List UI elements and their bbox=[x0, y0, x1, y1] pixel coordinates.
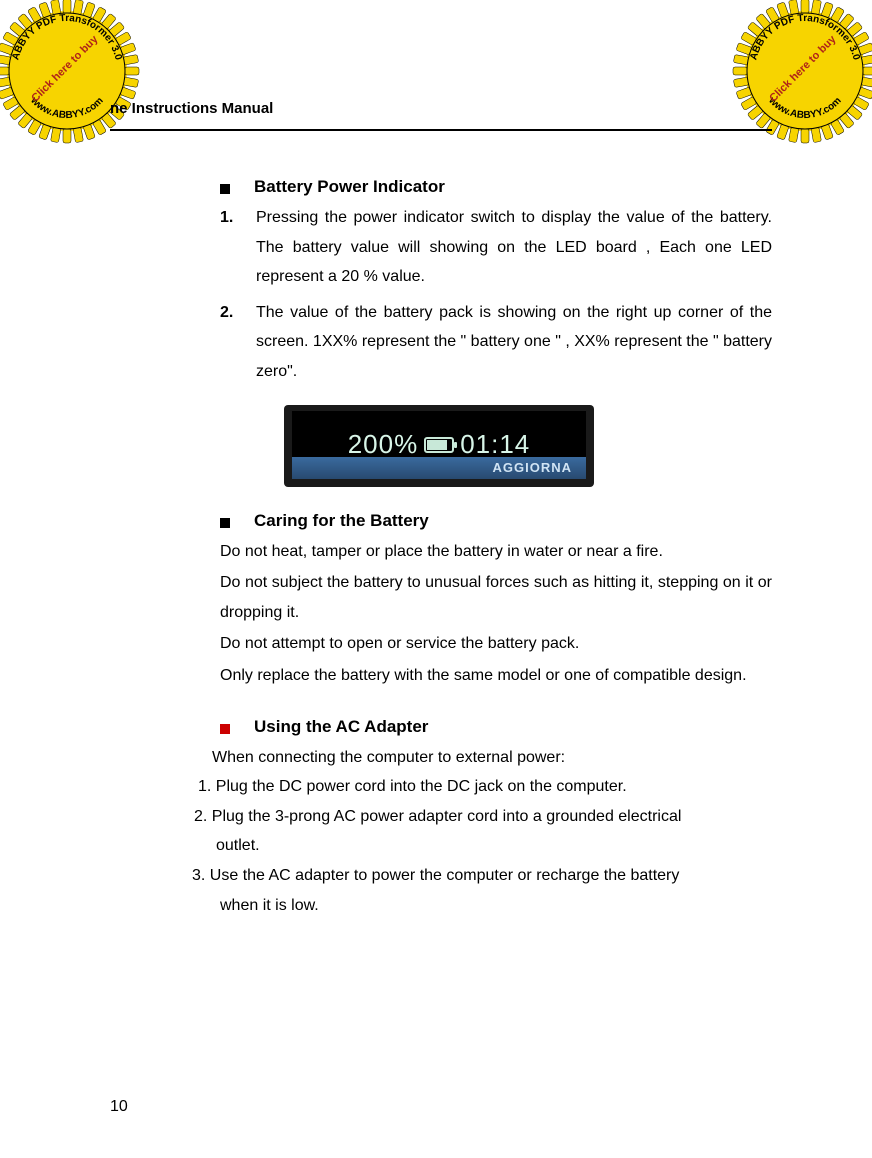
list-text: Pressing the power indicator switch to d… bbox=[256, 203, 772, 292]
square-bullet-icon bbox=[220, 518, 230, 528]
list-item: 2. The value of the battery pack is show… bbox=[220, 298, 772, 387]
heading-text: Using the AC Adapter bbox=[254, 717, 428, 737]
list-item: 2. Plug the 3-prong AC power adapter cor… bbox=[194, 802, 772, 832]
page-header: ne Instructions Manual bbox=[110, 0, 772, 131]
heading-text: Caring for the Battery bbox=[254, 511, 429, 531]
header-title: ne Instructions Manual bbox=[110, 100, 772, 117]
aggiorna-bar: AGGIORNA bbox=[292, 457, 586, 479]
paragraph: When connecting the computer to external… bbox=[212, 743, 772, 773]
paragraph: Do not heat, tamper or place the battery… bbox=[220, 537, 772, 567]
square-bullet-icon bbox=[220, 184, 230, 194]
list-item: 1. Pressing the power indicator switch t… bbox=[220, 203, 772, 292]
photo-time: 01:14 bbox=[460, 429, 530, 460]
section-heading-ac: Using the AC Adapter bbox=[220, 717, 772, 737]
paragraph: Only replace the battery with the same m… bbox=[220, 661, 772, 691]
battery-icon bbox=[424, 437, 454, 453]
list-number: 1. bbox=[220, 203, 256, 292]
list-item-cont: outlet. bbox=[216, 831, 772, 861]
header-rule bbox=[110, 129, 772, 131]
list-item: 3. Use the AC adapter to power the compu… bbox=[192, 861, 772, 891]
square-bullet-icon bbox=[220, 724, 230, 734]
page-number: 10 bbox=[110, 1098, 128, 1116]
paragraph: Do not subject the battery to unusual fo… bbox=[220, 568, 772, 627]
photo-percent: 200% bbox=[348, 429, 419, 460]
list-item-cont: when it is low. bbox=[220, 891, 772, 921]
heading-text: Battery Power Indicator bbox=[254, 177, 445, 197]
list-number: 2. bbox=[220, 298, 256, 387]
paragraph: Do not attempt to open or service the ba… bbox=[220, 629, 772, 659]
screen-photo: 200% 01:14 AGGIORNA bbox=[284, 405, 594, 487]
section-heading-care: Caring for the Battery bbox=[220, 511, 772, 531]
list-text: The value of the battery pack is showing… bbox=[256, 298, 772, 387]
list-item: 1. Plug the DC power cord into the DC ja… bbox=[198, 772, 772, 802]
aggiorna-label: AGGIORNA bbox=[493, 460, 573, 475]
section-heading-bpi: Battery Power Indicator bbox=[220, 177, 772, 197]
